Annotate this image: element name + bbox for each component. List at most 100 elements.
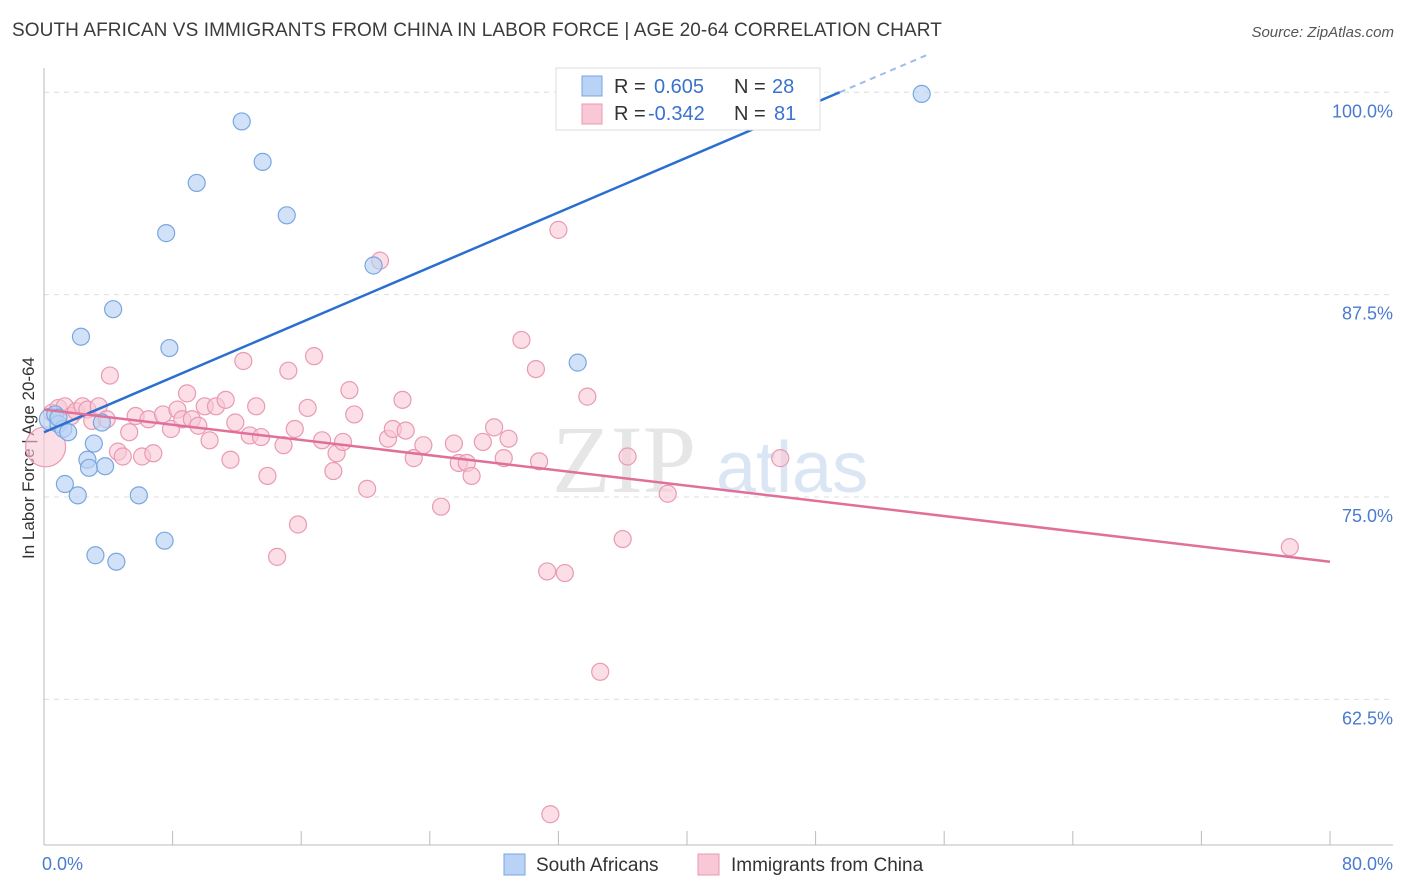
south-african-point xyxy=(86,546,105,565)
trend-lines xyxy=(43,53,1331,563)
x-tick-label-right: 80.0% xyxy=(1342,854,1393,874)
bottom-legend-swatch-blue xyxy=(503,853,526,876)
south-african-point xyxy=(157,224,176,243)
source-label: Source: ZipAtlas.com xyxy=(1251,24,1394,41)
china-point xyxy=(549,220,568,239)
south-african-point xyxy=(68,486,87,505)
china-point xyxy=(200,431,219,450)
south-african-point xyxy=(92,413,111,432)
china-point xyxy=(226,413,245,432)
legend-n-value-1: 28 xyxy=(772,76,794,98)
legend-r-label-1: R = xyxy=(614,76,646,98)
china-point xyxy=(288,515,308,534)
china-point xyxy=(512,330,531,350)
south-african-point xyxy=(79,458,99,477)
south-african-point xyxy=(160,338,179,358)
china-point xyxy=(234,351,253,371)
china-point xyxy=(462,466,481,486)
south-african-point xyxy=(95,457,115,476)
y-tick-label: 100.0% xyxy=(1332,101,1393,121)
south-african-point xyxy=(107,552,126,571)
china-point xyxy=(444,434,464,453)
china-point xyxy=(113,447,132,466)
china-point xyxy=(177,384,197,403)
south-african-point xyxy=(84,434,103,453)
china-point xyxy=(613,529,632,549)
china-point xyxy=(485,418,504,437)
south-african-point xyxy=(59,423,78,442)
x-tick-label-left: 0.0% xyxy=(42,854,83,874)
trend-line-south-africans-extension xyxy=(839,53,929,94)
legend-n-value-2: 81 xyxy=(774,103,796,125)
trend-line-immigrants-from-china xyxy=(43,408,1331,563)
china-point xyxy=(393,390,412,409)
china-point xyxy=(358,479,377,498)
gridlines xyxy=(44,91,1393,700)
china-point xyxy=(591,662,610,681)
china-point xyxy=(658,484,677,503)
south-african-point xyxy=(129,486,148,505)
china-point xyxy=(216,390,235,409)
china-point xyxy=(771,449,790,468)
bottom-legend-label-1: South Africans xyxy=(536,855,659,876)
y-tick-label: 75.0% xyxy=(1342,506,1393,526)
y-tick-label: 62.5% xyxy=(1342,708,1393,728)
china-point xyxy=(247,397,266,416)
china-point xyxy=(120,423,139,442)
south-african-point xyxy=(104,300,123,319)
china-point xyxy=(221,450,240,469)
china-point xyxy=(578,387,597,406)
chart-title: SOUTH AFRICAN VS IMMIGRANTS FROM CHINA I… xyxy=(12,20,942,41)
trend-line-south-africans xyxy=(43,91,841,434)
bottom-legend-swatch-pink xyxy=(697,853,720,876)
south-african-point xyxy=(568,353,587,372)
china-point xyxy=(530,452,549,471)
legend-r-label-2: R = xyxy=(614,103,646,125)
china-point xyxy=(499,429,518,448)
china-point xyxy=(100,366,120,385)
china-point xyxy=(258,466,277,486)
south-african-point xyxy=(277,206,296,225)
y-tick-label: 87.5% xyxy=(1342,304,1393,324)
china-point xyxy=(431,497,451,516)
china-point xyxy=(324,461,343,481)
china-point xyxy=(618,447,637,466)
south-african-point xyxy=(253,152,272,171)
china-point xyxy=(285,419,304,439)
china-point xyxy=(333,432,353,452)
china-point xyxy=(279,361,298,380)
south-african-point xyxy=(364,256,383,275)
legend-r-value-2: -0.342 xyxy=(648,103,705,125)
legend-n-label-1: N = xyxy=(734,76,766,98)
china-point xyxy=(267,547,287,566)
china-point xyxy=(312,431,332,450)
bottom-legend-label-2: Immigrants from China xyxy=(731,855,924,876)
south-african-point xyxy=(155,531,174,550)
china-point xyxy=(473,432,492,452)
china-point xyxy=(189,416,208,435)
china-point xyxy=(538,562,557,581)
china-point xyxy=(1280,538,1299,557)
south-african-point xyxy=(232,112,251,131)
series-legend: South Africans Immigrants from China xyxy=(503,853,924,876)
watermark-atlas: atlas xyxy=(716,428,868,508)
china-point xyxy=(340,381,359,400)
south-african-point xyxy=(71,327,91,346)
series-immigrants-from-china xyxy=(25,220,1299,824)
south-african-point xyxy=(187,173,206,193)
legend-swatch-blue xyxy=(581,75,603,97)
china-point xyxy=(345,405,364,424)
china-point xyxy=(144,444,163,463)
legend-r-value-1: 0.605 xyxy=(654,76,704,98)
china-point xyxy=(304,347,324,366)
legend-swatch-pink xyxy=(581,103,603,125)
tick-labels: 100.0% 87.5% 75.0% 62.5% 0.0% 80.0% xyxy=(42,101,1393,874)
china-point xyxy=(414,436,433,455)
legend-n-label-2: N = xyxy=(734,103,766,125)
south-african-point xyxy=(55,474,74,494)
south-african-point xyxy=(912,84,931,104)
china-point xyxy=(396,421,415,440)
china-point xyxy=(541,805,560,824)
china-point xyxy=(526,359,545,379)
